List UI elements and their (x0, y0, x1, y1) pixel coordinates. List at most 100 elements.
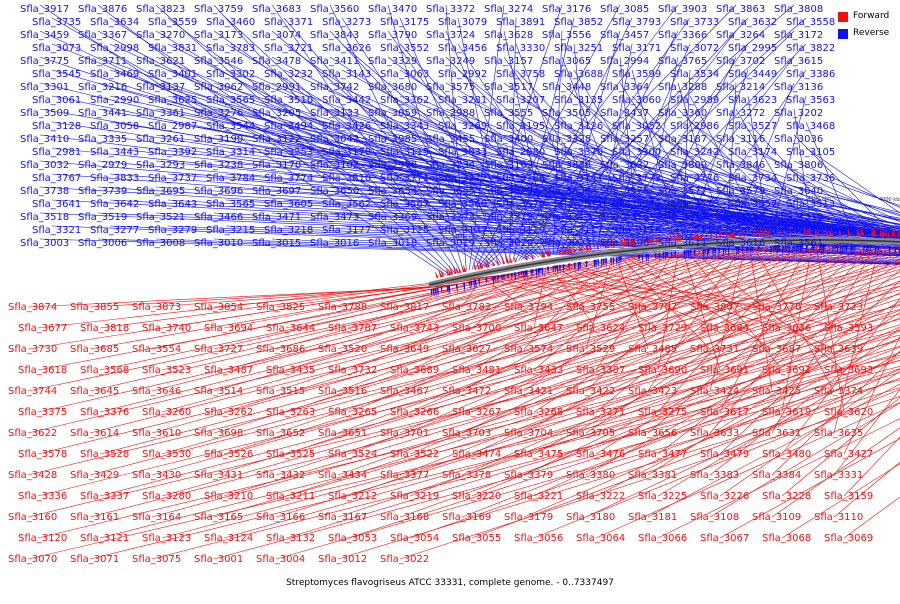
forward-gene-label: Sfla_3367 (78, 30, 127, 41)
forward-gene-label: Sfla_3822 (786, 43, 835, 54)
reverse-gene-label: Sfla_3421 (504, 386, 553, 397)
reverse-gene-label: Sfla_3704 (504, 428, 553, 439)
reverse-gene-label: Sfla_3700 (452, 323, 501, 334)
forward-gene-label: Sfla_3742 (310, 82, 359, 93)
reverse-gene-label: Sfla_3212 (328, 491, 377, 502)
forward-gene-label: Sfla_3443 (90, 147, 139, 158)
reverse-gene-label: Sfla_3378 (442, 470, 491, 481)
reverse-gene-label: Sfla_3211 (266, 491, 315, 502)
forward-gene-label: Sfla_3317 (658, 212, 707, 223)
forward-gene-label: Sfla_3242 (670, 147, 719, 158)
forward-gene-label: Sfla_3042 (310, 134, 359, 145)
forward-gene-label: Sfla_3261 (136, 134, 185, 145)
forward-gene-label: Sfla_2985 (368, 134, 417, 145)
forward-gene-label: Sfla_3843 (310, 30, 359, 41)
reverse-gene-label: Sfla_3132 (266, 533, 315, 544)
reverse-gene-label: Sfla_3618 (18, 365, 67, 376)
reverse-gene-label: Sfla_3692 (762, 365, 811, 376)
map-caption: Streptomyces flavogriseus ATCC 33331, co… (0, 578, 900, 588)
forward-gene-label: Sfla_3460 (206, 17, 255, 28)
forward-gene-label: Sfla_3555 (484, 108, 533, 119)
reverse-gene-label: Sfla_3260 (142, 407, 191, 418)
forward-gene-label: Sfla_3441 (78, 108, 127, 119)
forward-gene-label: Sfla_3238 (194, 160, 243, 171)
forward-gene-label: Sfla_3565 (206, 199, 255, 210)
reverse-gene-label: Sfla_3522 (390, 449, 439, 460)
forward-gene-label: Sfla_2992 (438, 69, 487, 80)
forward-gene-label: Sfla_3556 (542, 30, 591, 41)
reverse-gene-label: Sfla_3627 (442, 344, 491, 355)
forward-gene-label: Sfla_3711 (78, 56, 127, 67)
forward-gene-label: Sfla_3560 (310, 4, 359, 15)
forward-gene-label: Sfla_3632 (728, 17, 777, 28)
reverse-swatch (838, 29, 848, 39)
forward-gene-arrow (453, 266, 457, 275)
forward-gene-label: Sfla_2987 (148, 121, 197, 132)
forward-gene-label: Sfla_3052 (612, 121, 661, 132)
reverse-gene-label: Sfla_3817 (380, 302, 429, 313)
reverse-gene-label: Sfla_3331 (814, 470, 863, 481)
forward-gene-label: Sfla_3611 (658, 238, 707, 249)
forward-gene-label: Sfla_3721 (264, 43, 313, 54)
forward-gene-label: Sfla_3392 (148, 147, 197, 158)
forward-gene-label: Sfla_3249 (426, 56, 475, 67)
reverse-gene-label: Sfla_3854 (194, 302, 243, 313)
reverse-gene-label: Sfla_3161 (70, 512, 119, 523)
forward-gene-label: Sfla_3319 (774, 212, 823, 223)
forward-gene-label: Sfla_3316 (600, 212, 649, 223)
reverse-gene-label: Sfla_3433 (514, 365, 563, 376)
forward-gene-label: Sfla_3119 (670, 225, 719, 236)
reverse-gene-label: Sfla_3636 (762, 323, 811, 334)
forward-gene-label: Sfla_3573 (670, 199, 719, 210)
forward-gene-label: Sfla_3016 (310, 238, 359, 249)
reverse-gene-label: Sfla_3794 (504, 302, 553, 313)
reverse-gene-label: Sfla_3336 (18, 491, 67, 502)
forward-gene-label: Sfla_3162 (484, 160, 533, 171)
reverse-gene-label: Sfla_3262 (204, 407, 253, 418)
forward-gene-label: Sfla_3373 (426, 212, 475, 223)
forward-gene-label: Sfla_3449 (728, 69, 777, 80)
forward-gene-label: Sfla_3576 (600, 186, 649, 197)
forward-gene-label: Sfla_3459 (20, 30, 69, 41)
forward-gene-label: Sfla_3020 (484, 238, 533, 249)
forward-gene-label: Sfla_3696 (194, 186, 243, 197)
forward-gene-label: Sfla_3773 (612, 173, 661, 184)
reverse-gene-label: Sfla_3110 (814, 512, 863, 523)
forward-gene-label: Sfla_2980 (496, 147, 545, 158)
forward-gene-label: Sfla_3232 (264, 69, 313, 80)
forward-gene-label: Sfla_3312 (484, 212, 533, 223)
reverse-gene-label: Sfla_3381 (628, 470, 677, 481)
reverse-gene-label: Sfla_3108 (690, 512, 739, 523)
forward-gene-label: Sfla_3737 (148, 173, 197, 184)
forward-gene-label: Sfla_3695 (136, 186, 185, 197)
reverse-gene-label: Sfla_3275 (638, 407, 687, 418)
forward-gene-label: Sfla_3809 (658, 160, 707, 171)
forward-gene-label: Sfla_3195 (496, 121, 545, 132)
reverse-gene-label: Sfla_3337 (80, 491, 129, 502)
forward-gene-label: Sfla_3279 (148, 225, 197, 236)
reverse-gene-arrow (456, 284, 458, 295)
forward-gene-label: Sfla_3063 (380, 69, 429, 80)
legend-reverse: Reverse (838, 25, 889, 42)
forward-gene-label: Sfla_3888 (542, 160, 591, 171)
reverse-gene-label: Sfla_3525 (266, 449, 315, 460)
forward-gene-label: Sfla_3518 (20, 212, 69, 223)
reverse-gene-label: Sfla_3159 (824, 491, 873, 502)
forward-gene-label: Sfla_3170 (252, 160, 301, 171)
forward-gene-label: Sfla_3790 (368, 30, 417, 41)
forward-gene-label: Sfla_3643 (148, 199, 197, 210)
forward-gene-label: Sfla_2989 (670, 95, 719, 106)
reverse-gene-label: Sfla_3467 (380, 386, 429, 397)
reverse-gene-label: Sfla_3424 (690, 386, 739, 397)
forward-gene-label: Sfla_3519 (78, 212, 127, 223)
reverse-gene-label: Sfla_3698 (194, 428, 243, 439)
forward-gene-label: Sfla_3202 (774, 108, 823, 119)
forward-gene-label: Sfla_3174 (728, 147, 777, 158)
reverse-gene-label: Sfla_3788 (318, 302, 367, 313)
reverse-gene-label: Sfla_3472 (442, 386, 491, 397)
reverse-gene-label: Sfla_3165 (194, 512, 243, 523)
forward-gene-label: Sfla_3561 (774, 238, 823, 249)
reverse-gene-arrow (469, 281, 471, 290)
forward-gene-label: Sfla_3442 (322, 95, 371, 106)
